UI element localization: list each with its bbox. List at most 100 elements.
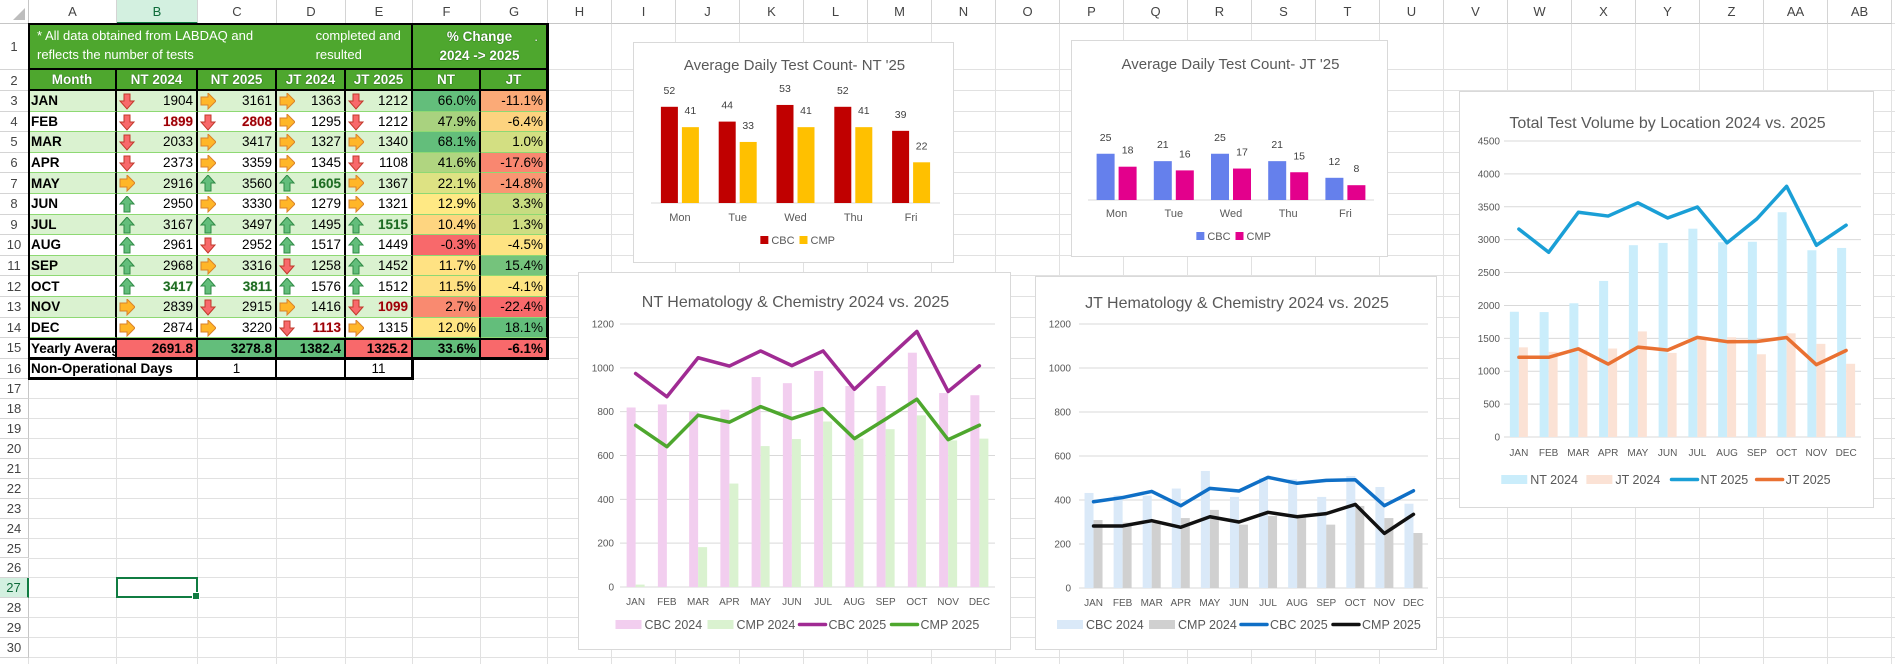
row-header-4[interactable]: 4	[0, 112, 29, 133]
select-all-corner[interactable]	[0, 0, 29, 24]
value-cell[interactable]: 2952	[198, 235, 277, 256]
row-header-10[interactable]: 10	[0, 235, 29, 256]
column-header-E[interactable]: E	[346, 0, 413, 24]
month-cell[interactable]: MAY	[29, 173, 117, 194]
nt-pct-cell[interactable]: 66.0%	[413, 91, 481, 112]
jt-pct-cell[interactable]: -22.4%	[481, 297, 548, 318]
value-cell[interactable]: 1327	[277, 132, 346, 153]
jt-pct-cell[interactable]: 18.1%	[481, 318, 548, 339]
month-cell[interactable]: SEP	[29, 256, 117, 277]
column-header-R[interactable]: R	[1188, 0, 1252, 24]
row-header-13[interactable]: 13	[0, 297, 29, 318]
column-header-B[interactable]: B	[117, 0, 198, 24]
month-cell[interactable]: MAR	[29, 132, 117, 153]
yearly-average-value[interactable]: 2691.8	[117, 338, 198, 359]
nt-pct-cell[interactable]: 10.4%	[413, 215, 481, 236]
row-header-11[interactable]: 11	[0, 256, 29, 277]
value-cell[interactable]: 1315	[346, 318, 413, 339]
column-header-G[interactable]: G	[481, 0, 548, 24]
value-cell[interactable]: 1108	[346, 153, 413, 174]
row-header-22[interactable]: 22	[0, 479, 29, 499]
value-cell[interactable]: 3220	[198, 318, 277, 339]
month-cell[interactable]: JUL	[29, 215, 117, 236]
jt-pct-cell[interactable]: -4.1%	[481, 276, 548, 297]
column-header-I[interactable]: I	[612, 0, 676, 24]
value-cell[interactable]: 2961	[117, 235, 198, 256]
value-cell[interactable]: 1258	[277, 256, 346, 277]
jt-pct-cell[interactable]: 1.3%	[481, 215, 548, 236]
value-cell[interactable]: 2808	[198, 112, 277, 133]
value-cell[interactable]: 2968	[117, 256, 198, 277]
row-header-1[interactable]: 1	[0, 24, 29, 70]
column-header-Q[interactable]: Q	[1124, 0, 1188, 24]
row-header-29[interactable]: 29	[0, 618, 29, 638]
value-cell[interactable]: 1212	[346, 112, 413, 133]
value-cell[interactable]: 2839	[117, 297, 198, 318]
value-cell[interactable]: 3560	[198, 173, 277, 194]
value-cell[interactable]: 1495	[277, 215, 346, 236]
yearly-average-value[interactable]: 3278.8	[198, 338, 277, 359]
month-cell[interactable]: FEB	[29, 112, 117, 133]
row-header-14[interactable]: 14	[0, 318, 29, 339]
value-cell[interactable]: 1605	[277, 173, 346, 194]
value-cell[interactable]: 2033	[117, 132, 198, 153]
jt-pct-cell[interactable]: -11.1%	[481, 91, 548, 112]
value-cell[interactable]: 1321	[346, 194, 413, 215]
column-header-W[interactable]: W	[1508, 0, 1572, 24]
row-header-27[interactable]: 27	[0, 578, 29, 598]
row-header-25[interactable]: 25	[0, 539, 29, 559]
row-header-19[interactable]: 19	[0, 419, 29, 439]
month-cell[interactable]: JUN	[29, 194, 117, 215]
value-cell[interactable]: 1449	[346, 235, 413, 256]
jt2024-nonop-days[interactable]	[277, 359, 346, 380]
value-cell[interactable]: 1279	[277, 194, 346, 215]
jt-pct-cell[interactable]: 1.0%	[481, 132, 548, 153]
nt-pct-cell[interactable]: 41.6%	[413, 153, 481, 174]
nt-pct-cell[interactable]: -0.3%	[413, 235, 481, 256]
value-cell[interactable]: 2874	[117, 318, 198, 339]
nt-pct-cell[interactable]: 68.1%	[413, 132, 481, 153]
column-header-H[interactable]: H	[548, 0, 612, 24]
value-cell[interactable]: 2373	[117, 153, 198, 174]
value-cell[interactable]: 1452	[346, 256, 413, 277]
row-header-18[interactable]: 18	[0, 399, 29, 419]
jt-pct-cell[interactable]: 3.3%	[481, 194, 548, 215]
row-header-26[interactable]: 26	[0, 559, 29, 579]
non-operational-days-label[interactable]: Non-Operational Days	[29, 359, 198, 380]
column-header-X[interactable]: X	[1572, 0, 1636, 24]
column-header-O[interactable]: O	[996, 0, 1060, 24]
row-header-7[interactable]: 7	[0, 173, 29, 194]
value-cell[interactable]: 1340	[346, 132, 413, 153]
value-cell[interactable]: 1363	[277, 91, 346, 112]
nt-pct-cell[interactable]: 47.9%	[413, 112, 481, 133]
value-cell[interactable]: 1517	[277, 235, 346, 256]
value-cell[interactable]: 1515	[346, 215, 413, 236]
row-header-16[interactable]: 16	[0, 359, 29, 380]
column-header-V[interactable]: V	[1444, 0, 1508, 24]
jt2025-nonop-days[interactable]: 11	[346, 359, 413, 380]
value-cell[interactable]: 3417	[117, 276, 198, 297]
value-cell[interactable]: 3417	[198, 132, 277, 153]
value-cell[interactable]: 1345	[277, 153, 346, 174]
value-cell[interactable]: 1367	[346, 173, 413, 194]
column-header-Z[interactable]: Z	[1700, 0, 1764, 24]
yearly-average-value[interactable]: 33.6%	[413, 338, 481, 359]
row-header-12[interactable]: 12	[0, 276, 29, 297]
nt-pct-cell[interactable]: 12.9%	[413, 194, 481, 215]
column-header-A[interactable]: A	[29, 0, 117, 24]
column-header-N[interactable]: N	[932, 0, 996, 24]
yearly-average-value[interactable]: 1382.4	[277, 338, 346, 359]
month-cell[interactable]: APR	[29, 153, 117, 174]
column-header-T[interactable]: T	[1316, 0, 1380, 24]
month-cell[interactable]: OCT	[29, 276, 117, 297]
row-header-21[interactable]: 21	[0, 459, 29, 479]
nt-pct-cell[interactable]: 12.0%	[413, 318, 481, 339]
value-cell[interactable]: 1416	[277, 297, 346, 318]
row-header-23[interactable]: 23	[0, 499, 29, 519]
row-header-3[interactable]: 3	[0, 91, 29, 112]
yearly-average-value[interactable]: 1325.2	[346, 338, 413, 359]
row-header-24[interactable]: 24	[0, 519, 29, 539]
column-header-M[interactable]: M	[868, 0, 932, 24]
